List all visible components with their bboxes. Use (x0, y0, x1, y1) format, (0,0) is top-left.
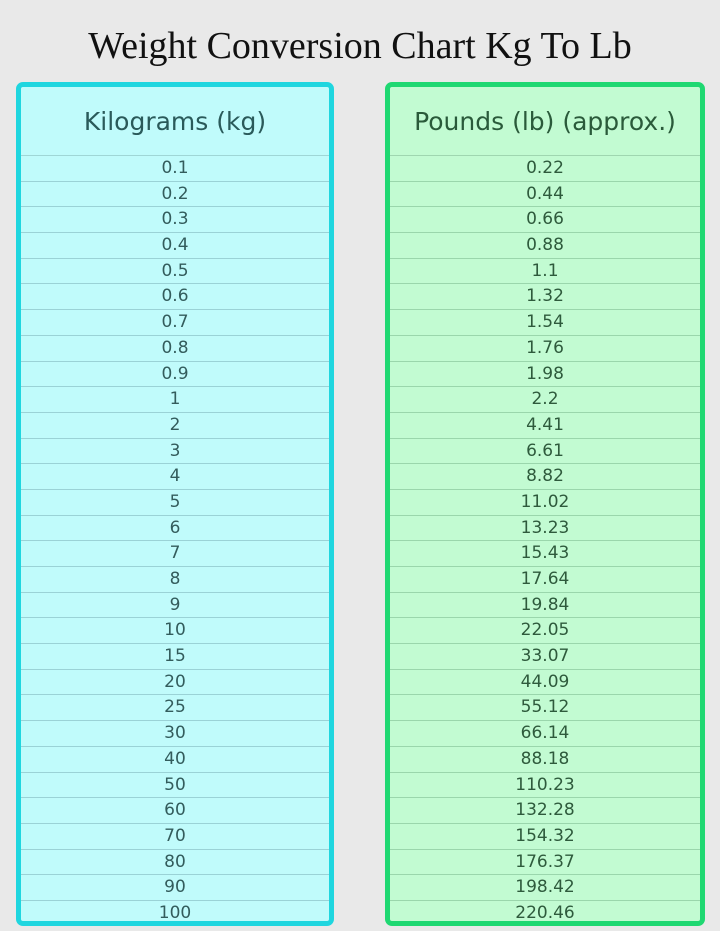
kilograms-cell: 15 (21, 644, 329, 670)
kilograms-cell: 0.4 (21, 233, 329, 259)
pounds-cell: 1.32 (390, 284, 700, 311)
pounds-cell: 1.76 (390, 336, 700, 362)
pounds-column: Pounds (lb) (approx.) 0.22 0.44 0.66 0.88 1.… (385, 82, 705, 926)
pounds-cell: 6.61 (390, 439, 700, 465)
kilograms-cell: 8 (21, 567, 329, 593)
pounds-header: Pounds (lb) (approx.) (390, 87, 700, 156)
pounds-cell: 33.07 (390, 644, 700, 670)
kilograms-cell: 0.8 (21, 336, 329, 362)
kilograms-cell: 6 (21, 516, 329, 542)
pounds-cell: 0.44 (390, 182, 700, 208)
kilograms-cell: 60 (21, 798, 329, 824)
kilograms-cell: 40 (21, 747, 329, 773)
kilograms-cell: 80 (21, 850, 329, 876)
pounds-cell: 8.82 (390, 464, 700, 490)
kilograms-cell: 0.2 (21, 182, 329, 208)
kilograms-cell: 70 (21, 824, 329, 850)
pounds-cell: 132.28 (390, 798, 700, 824)
pounds-cell: 22.05 (390, 618, 700, 645)
pounds-cell: 110.23 (390, 773, 700, 799)
pounds-cell: 0.88 (390, 233, 700, 259)
kilograms-cell: 20 (21, 670, 329, 696)
pounds-cell: 1.98 (390, 362, 700, 388)
kilograms-cell: 5 (21, 490, 329, 516)
pounds-cell: 154.32 (390, 824, 700, 850)
pounds-cell: 19.84 (390, 593, 700, 619)
pounds-cell: 11.02 (390, 490, 700, 516)
pounds-cell: 4.41 (390, 413, 700, 439)
pounds-cell: 13.23 (390, 516, 700, 542)
pounds-cell: 0.22 (390, 156, 700, 182)
pounds-cell: 1.54 (390, 310, 700, 336)
kilograms-cell: 2 (21, 413, 329, 439)
kilograms-cell: 25 (21, 695, 329, 722)
kilograms-header: Kilograms (kg) (21, 87, 329, 156)
kilograms-cell: 0.7 (21, 310, 329, 336)
page-title: Weight Conversion Chart Kg To Lb (88, 25, 632, 67)
kilograms-cell: 90 (21, 875, 329, 901)
pounds-cell: 88.18 (390, 747, 700, 773)
kilograms-cell: 1 (21, 387, 329, 413)
kilograms-cell: 0.5 (21, 259, 329, 285)
kilograms-cell: 10 (21, 618, 329, 645)
pounds-cell: 55.12 (390, 695, 700, 722)
kilograms-cell: 0.6 (21, 284, 329, 311)
kilograms-cell: 7 (21, 541, 329, 567)
kilograms-cell: 4 (21, 464, 329, 490)
pounds-cell: 2.2 (390, 387, 700, 413)
kilograms-cell: 50 (21, 773, 329, 799)
pounds-cell: 1.1 (390, 259, 700, 285)
pounds-cell: 17.64 (390, 567, 700, 593)
kilograms-cell: 100 (158, 902, 192, 923)
kilograms-cell: 30 (21, 721, 329, 747)
kilograms-cell: 0.9 (21, 362, 329, 388)
pounds-cell: 44.09 (390, 670, 700, 696)
pounds-cell: 66.14 (390, 721, 700, 747)
pounds-cell: 15.43 (390, 541, 700, 567)
pounds-rows: 0.22 0.44 0.66 0.88 1.1 1.32 1.54 1.76 1.98 2.2 4.… (390, 156, 700, 927)
kilograms-cell: 0.1 (21, 156, 329, 182)
kilograms-rows: 0.1 0.2 0.3 0.4 0.5 0.6 0.7 0.8 0.9 1 2 3 4 5 6 7 8 9 10 15… (21, 156, 329, 927)
pounds-cell: 220.46 (515, 902, 575, 923)
pounds-cell: 198.42 (390, 875, 700, 901)
kilograms-cell: 3 (21, 439, 329, 465)
kilograms-cell: 9 (21, 593, 329, 619)
pounds-cell: 0.66 (390, 207, 700, 234)
pounds-cell: 176.37 (390, 850, 700, 876)
kilograms-column: Kilograms (kg) 0.1 0.2 0.3 0.4 0.5 0.6 0.7 0.8 0… (16, 82, 334, 926)
kilograms-cell: 0.3 (21, 207, 329, 234)
